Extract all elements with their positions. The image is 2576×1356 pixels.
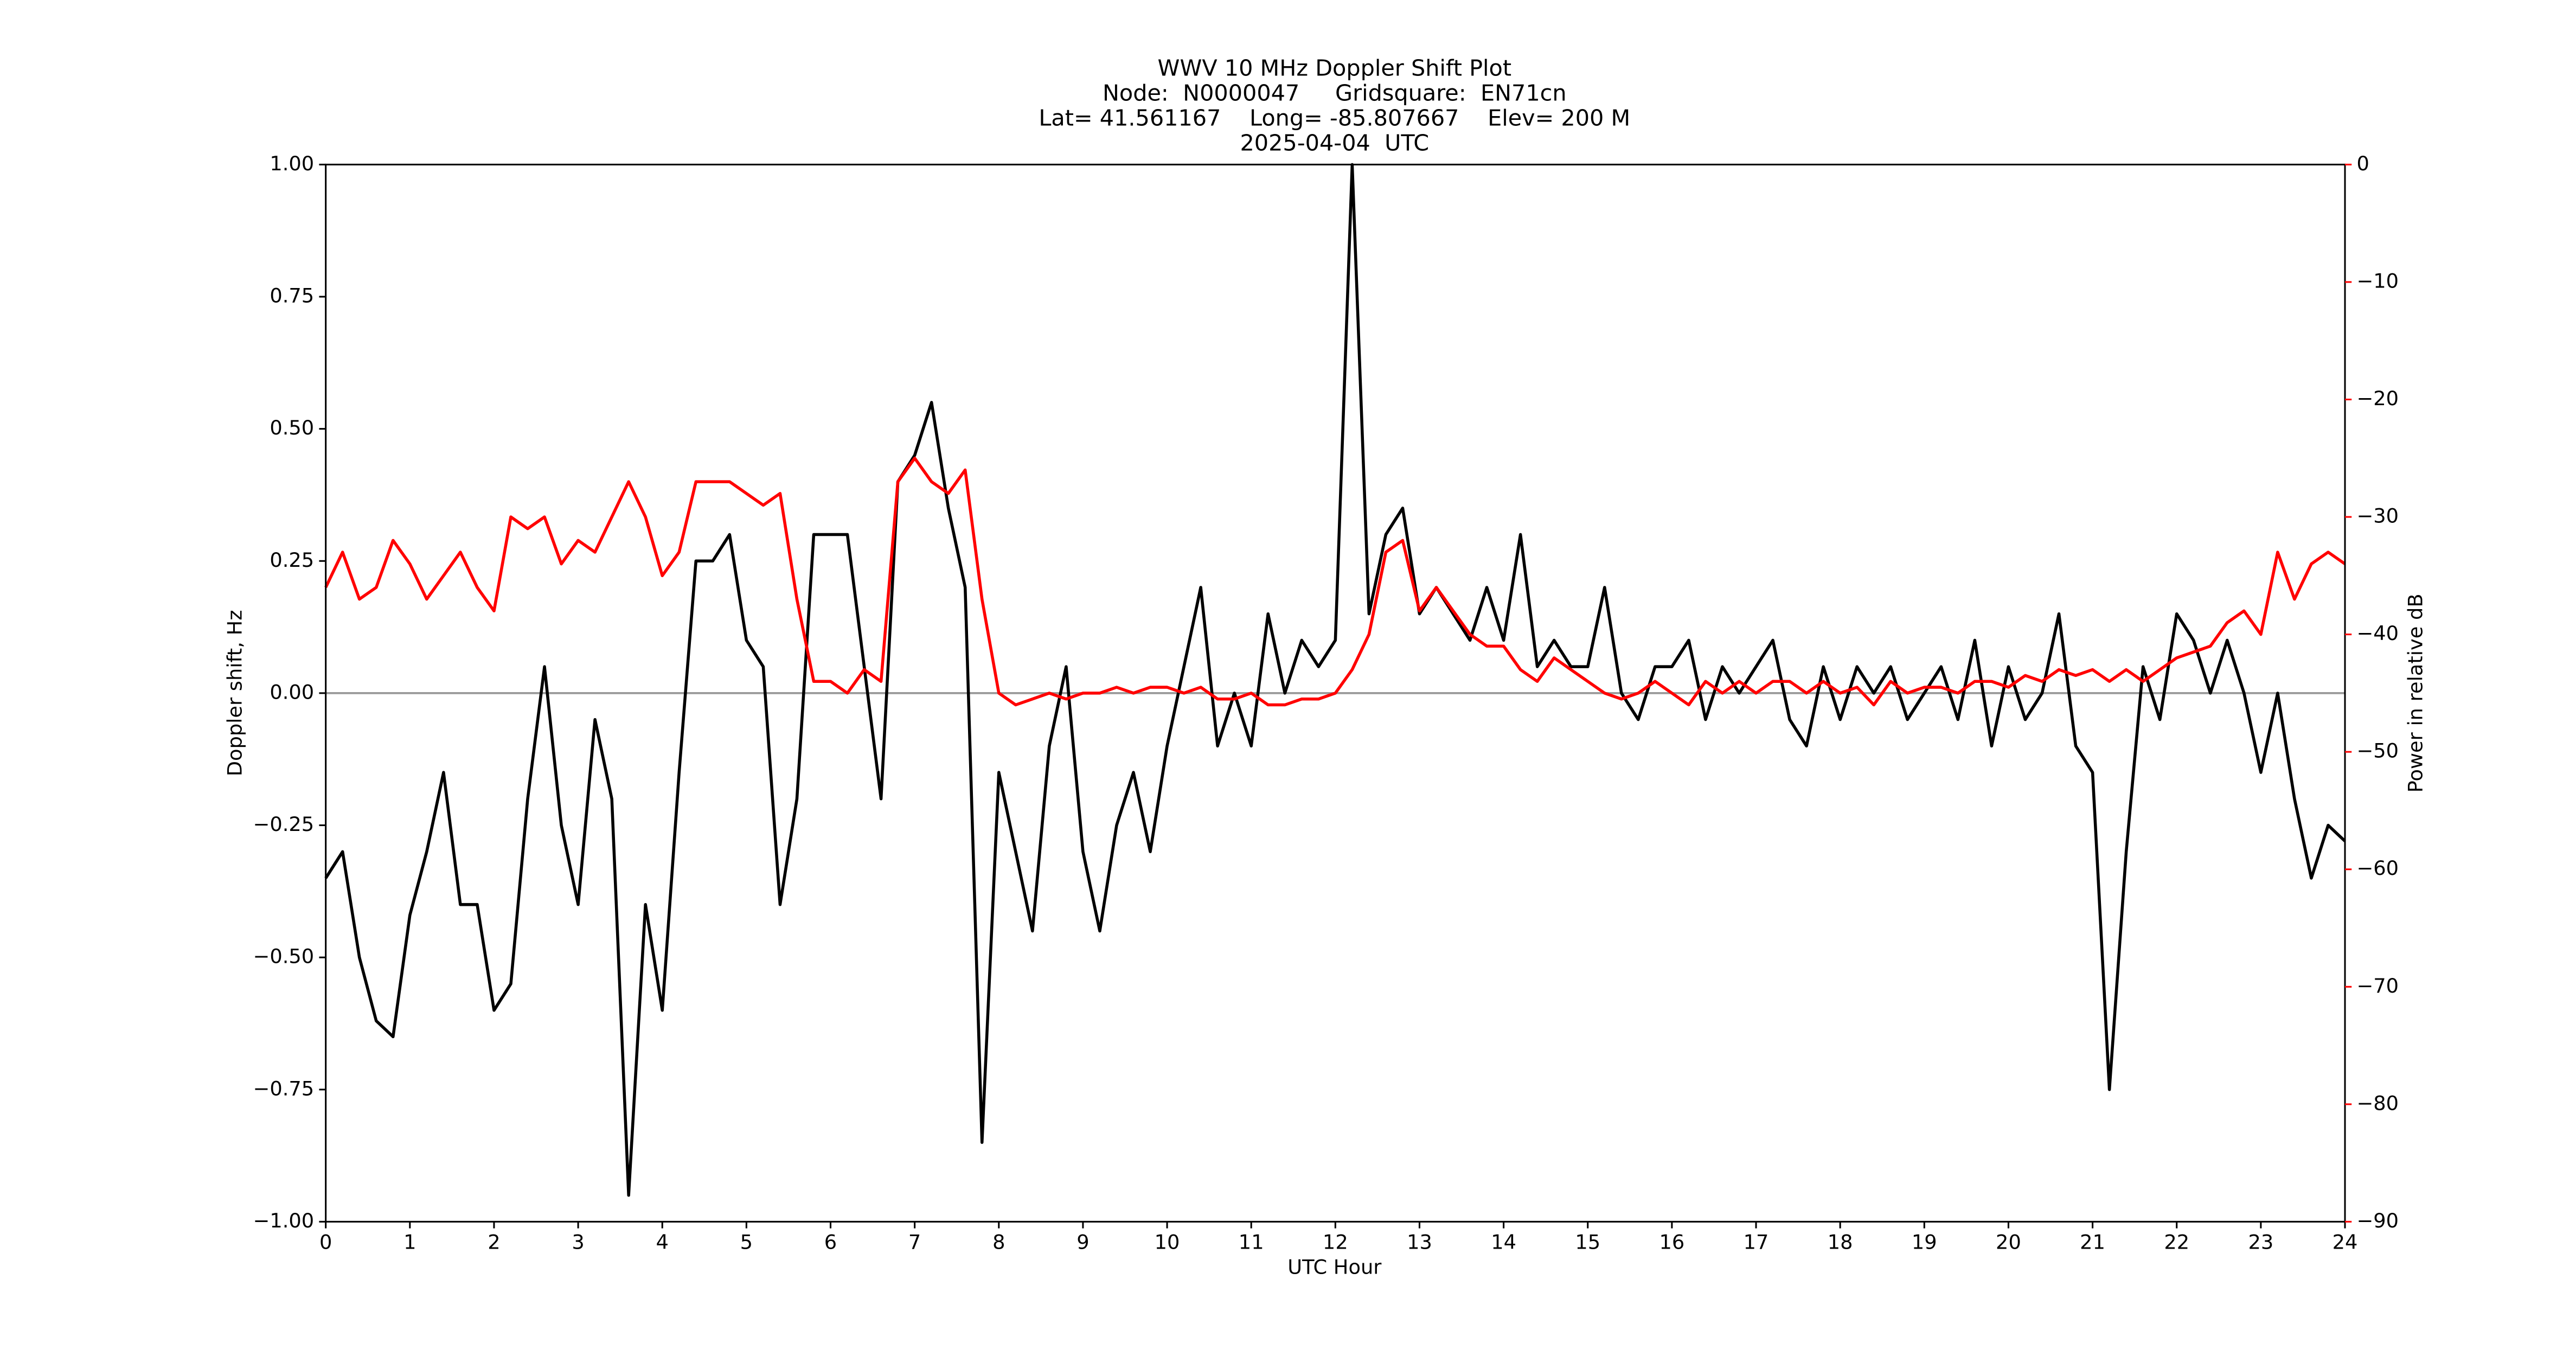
x-tick-label: 4 — [656, 1231, 669, 1254]
y2-axis-label: Power in relative dB — [2404, 593, 2427, 792]
y2-tick-label: −60 — [2356, 856, 2399, 880]
y2-tick-label: −30 — [2356, 504, 2399, 528]
y2-tick-label: −70 — [2356, 974, 2399, 997]
x-tick-label: 9 — [1076, 1231, 1089, 1254]
y2-tick-label: −20 — [2356, 387, 2399, 410]
y-axis-label: Doppler shift, Hz — [223, 610, 247, 776]
y-tick-label: −0.25 — [253, 813, 315, 836]
x-tick-label: 3 — [572, 1231, 584, 1254]
x-tick-label: 6 — [824, 1231, 837, 1254]
y2-tick-label: −10 — [2356, 269, 2399, 292]
y-tick-label: 0.75 — [270, 284, 314, 308]
y2-tick-label: −80 — [2356, 1091, 2399, 1115]
x-tick-label: 8 — [992, 1231, 1005, 1254]
y2-tick-label: 0 — [2356, 152, 2369, 175]
x-tick-label: 7 — [908, 1231, 921, 1254]
chart-subtitle: Node: N0000047 Gridsquare: EN71cn — [1103, 80, 1567, 106]
x-tick-label: 14 — [1491, 1231, 1516, 1254]
y2-tick-label: −40 — [2356, 622, 2399, 645]
y-tick-label: 0.00 — [270, 680, 314, 703]
data-line — [324, 163, 2346, 1197]
x-tick-label: 22 — [2164, 1231, 2189, 1254]
y-tick-label: 1.00 — [270, 152, 314, 175]
y-tick-label: 0.25 — [270, 548, 314, 572]
x-tick-label: 2 — [488, 1231, 500, 1254]
x-tick-label: 16 — [1659, 1231, 1684, 1254]
x-axis-label: UTC Hour — [1287, 1256, 1382, 1279]
y-tick-label: −0.50 — [253, 945, 315, 968]
x-tick-label: 10 — [1155, 1231, 1180, 1254]
x-tick-label: 11 — [1239, 1231, 1264, 1254]
x-tick-label: 18 — [1828, 1231, 1853, 1254]
y2-tick-label: −50 — [2356, 739, 2399, 763]
x-tick-label: 17 — [1744, 1231, 1769, 1254]
x-tick-label: 5 — [740, 1231, 753, 1254]
chart-subtitle: Lat= 41.561167 Long= -85.807667 Elev= 20… — [1039, 105, 1630, 131]
data-line — [324, 457, 2346, 707]
y-tick-label: −0.75 — [253, 1077, 315, 1100]
x-tick-label: 12 — [1323, 1231, 1348, 1254]
x-tick-label: 24 — [2333, 1231, 2358, 1254]
chart-subtitle: 2025-04-04 UTC — [1240, 130, 1429, 156]
x-tick-label: 23 — [2248, 1231, 2273, 1254]
x-tick-label: 13 — [1407, 1231, 1432, 1254]
chart-title: WWV 10 MHz Doppler Shift Plot — [1158, 55, 1512, 81]
x-tick-label: 1 — [403, 1231, 416, 1254]
x-tick-label: 21 — [2080, 1231, 2105, 1254]
x-tick-label: 20 — [1996, 1231, 2021, 1254]
x-tick-label: 19 — [1912, 1231, 1937, 1254]
x-tick-label: 0 — [319, 1231, 332, 1254]
y-tick-label: 0.50 — [270, 416, 314, 439]
y-tick-label: −1.00 — [253, 1209, 315, 1232]
y2-tick-label: −90 — [2356, 1209, 2399, 1232]
x-tick-label: 15 — [1575, 1231, 1600, 1254]
